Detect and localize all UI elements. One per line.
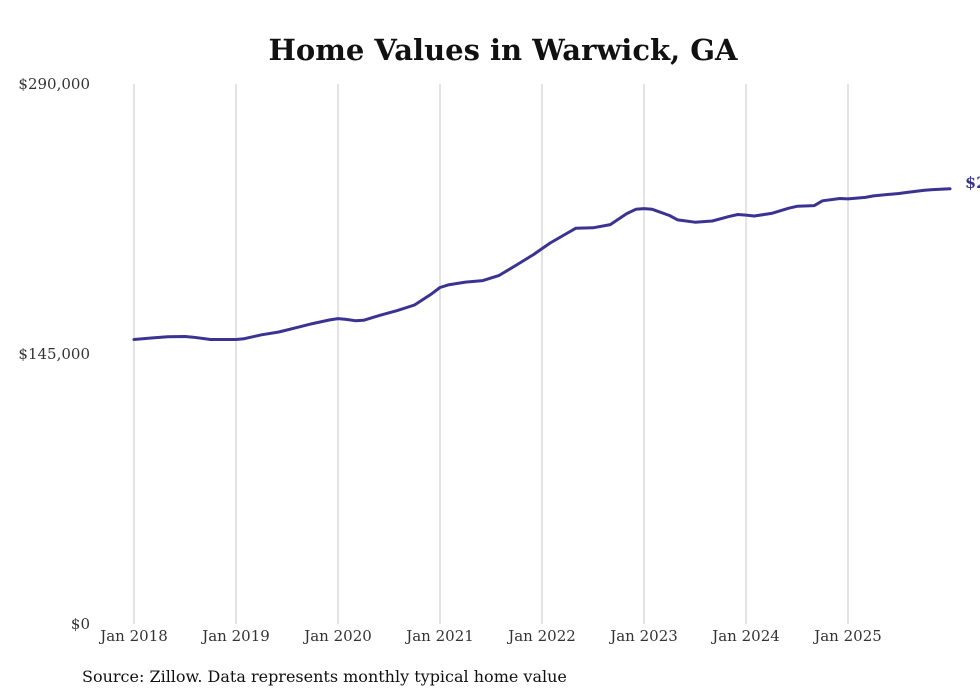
y-tick-label: $145,000	[18, 345, 90, 363]
y-axis: $0 $145,000 $290,000	[18, 75, 90, 633]
x-tick-label: Jan 2021	[404, 627, 474, 645]
x-tick-label: Jan 2018	[98, 627, 168, 645]
source-note: Source: Zillow. Data represents monthly …	[82, 667, 567, 686]
chart-title: Home Values in Warwick, GA	[268, 33, 738, 67]
y-tick-label: $290,000	[18, 75, 90, 93]
series-group	[132, 187, 952, 341]
gridlines	[133, 84, 849, 624]
x-tick-label: Jan 2022	[506, 627, 576, 645]
series-line-0	[132, 187, 952, 341]
x-tick-label: Jan 2019	[200, 627, 270, 645]
x-tick-label: Jan 2020	[302, 627, 372, 645]
x-axis: Jan 2018 Jan 2019 Jan 2020 Jan 2021 Jan 2022…	[98, 627, 882, 645]
x-tick-label: Jan 2024	[710, 627, 780, 645]
y-tick-label: $0	[71, 615, 90, 633]
end-value-label: $233,730	[965, 173, 980, 192]
x-tick-label: Jan 2023	[608, 627, 678, 645]
x-tick-label: Jan 2025	[812, 627, 882, 645]
